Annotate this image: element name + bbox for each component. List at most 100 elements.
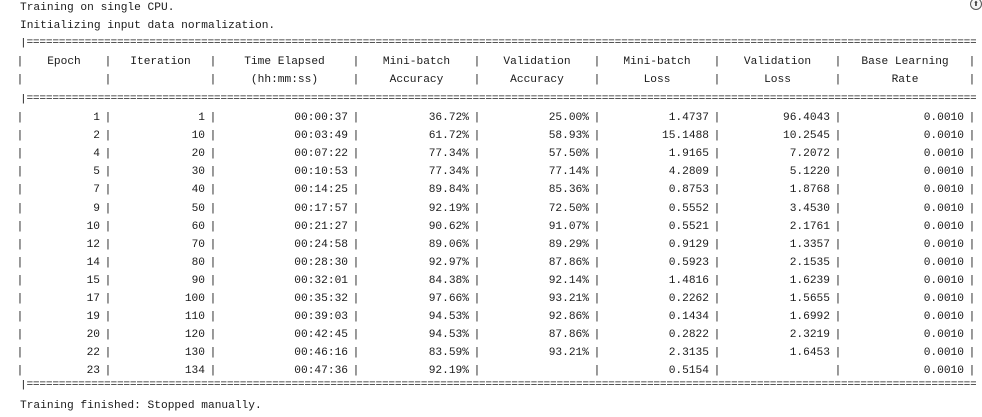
row-divider: | xyxy=(834,365,842,378)
column-header: Time Elapsed xyxy=(244,56,325,68)
table-cell: 0.0010 xyxy=(923,202,964,215)
row-divider: | xyxy=(16,274,24,287)
table-cell: 93.21% xyxy=(548,293,589,305)
column-header: Iteration xyxy=(130,56,191,68)
row-divider: | xyxy=(834,130,842,143)
table-cell: 58.93% xyxy=(548,130,589,143)
row-divider: | xyxy=(352,130,360,143)
column-header: Accuracy xyxy=(510,74,564,86)
row-divider: | xyxy=(209,256,217,269)
table-cell: 134 xyxy=(184,365,205,378)
table-cell: 14 xyxy=(86,256,100,269)
row-divider: | xyxy=(352,365,360,378)
row-divider: | xyxy=(209,202,217,215)
table-cell: 0.0010 xyxy=(923,347,964,360)
row-divider: | xyxy=(352,293,360,305)
row-divider: | xyxy=(593,202,601,215)
header-divider: | xyxy=(104,74,112,86)
row-divider: | xyxy=(352,112,360,124)
row-divider: | xyxy=(352,347,360,360)
row-divider: | xyxy=(16,311,24,324)
table-cell: 80 xyxy=(191,256,205,269)
row-divider: | xyxy=(473,347,481,360)
row-divider: | xyxy=(593,256,601,269)
row-divider: | xyxy=(834,220,842,233)
row-divider: | xyxy=(16,166,24,179)
header-divider: | xyxy=(713,56,721,68)
row-divider: | xyxy=(593,293,601,305)
table-cell: 1 xyxy=(198,112,205,124)
table-cell: 25.00% xyxy=(548,112,589,124)
row-divider: | xyxy=(968,329,976,342)
row-divider: | xyxy=(834,148,842,161)
table-cell: 19 xyxy=(86,311,100,324)
row-divider: | xyxy=(713,293,721,305)
collapse-icon[interactable]: ⬆ xyxy=(970,0,982,10)
table-cell: 0.0010 xyxy=(923,238,964,251)
row-divider: | xyxy=(834,293,842,305)
table-cell: 91.07% xyxy=(548,220,589,233)
table-cell xyxy=(481,362,589,380)
table-cell: 40 xyxy=(191,184,205,197)
column-header: Loss xyxy=(764,74,791,86)
row-divider: | xyxy=(593,347,601,360)
row-divider: | xyxy=(593,329,601,342)
row-divider: | xyxy=(834,184,842,197)
row-divider: | xyxy=(713,238,721,251)
table-cell: 94.53% xyxy=(428,311,469,324)
row-divider: | xyxy=(968,293,976,305)
row-divider: | xyxy=(593,166,601,179)
table-cell: 0.5552 xyxy=(668,202,709,215)
table-cell: 5 xyxy=(93,166,100,179)
table-cell: 17 xyxy=(86,293,100,305)
column-header: Validation xyxy=(743,56,812,68)
table-cell: 2.3219 xyxy=(789,329,830,342)
table-cell: 00:24:58 xyxy=(294,238,348,251)
row-divider: | xyxy=(104,329,112,342)
row-divider: | xyxy=(352,329,360,342)
table-cell: 50 xyxy=(191,202,205,215)
table-cell: 0.8753 xyxy=(668,184,709,197)
table-cell: 0.5923 xyxy=(668,256,709,269)
table-cell: 1.5655 xyxy=(789,293,830,305)
row-divider: | xyxy=(593,311,601,324)
row-divider: | xyxy=(209,184,217,197)
table-cell: 92.14% xyxy=(548,274,589,287)
row-divider: | xyxy=(473,184,481,197)
table-cell: 2.3135 xyxy=(668,347,709,360)
table-cell: 9 xyxy=(93,202,100,215)
header-divider: | xyxy=(713,74,721,86)
row-divider: | xyxy=(713,329,721,342)
row-divider: | xyxy=(352,148,360,161)
row-divider: | xyxy=(352,238,360,251)
row-divider: | xyxy=(968,148,976,161)
row-divider: | xyxy=(209,220,217,233)
row-divider: | xyxy=(209,347,217,360)
row-divider: | xyxy=(16,365,24,378)
table-cell: 00:42:45 xyxy=(294,329,348,342)
table-cell: 22 xyxy=(86,347,100,360)
row-divider: | xyxy=(352,220,360,233)
table-cell: 0.0010 xyxy=(923,293,964,305)
row-divider: | xyxy=(968,365,976,378)
table-cell: 83.59% xyxy=(428,347,469,360)
table-cell: 1.9165 xyxy=(668,148,709,161)
row-divider: | xyxy=(104,148,112,161)
table-cell: 0.0010 xyxy=(923,184,964,197)
table-cell: 0.0010 xyxy=(923,256,964,269)
table-cell: 00:35:32 xyxy=(294,293,348,305)
header-divider: | xyxy=(834,56,842,68)
table-cell: 15.1488 xyxy=(662,130,709,143)
column-header xyxy=(24,71,104,89)
row-divider: | xyxy=(593,274,601,287)
row-divider: | xyxy=(968,220,976,233)
table-cell: 0.0010 xyxy=(923,130,964,143)
row-divider: | xyxy=(16,347,24,360)
table-border: |=======================================… xyxy=(20,380,976,391)
table-cell: 96.4043 xyxy=(783,112,830,124)
row-divider: | xyxy=(473,220,481,233)
table-cell: 70 xyxy=(191,238,205,251)
row-divider: | xyxy=(834,274,842,287)
row-divider: | xyxy=(352,184,360,197)
table-cell: 00:17:57 xyxy=(294,202,348,215)
